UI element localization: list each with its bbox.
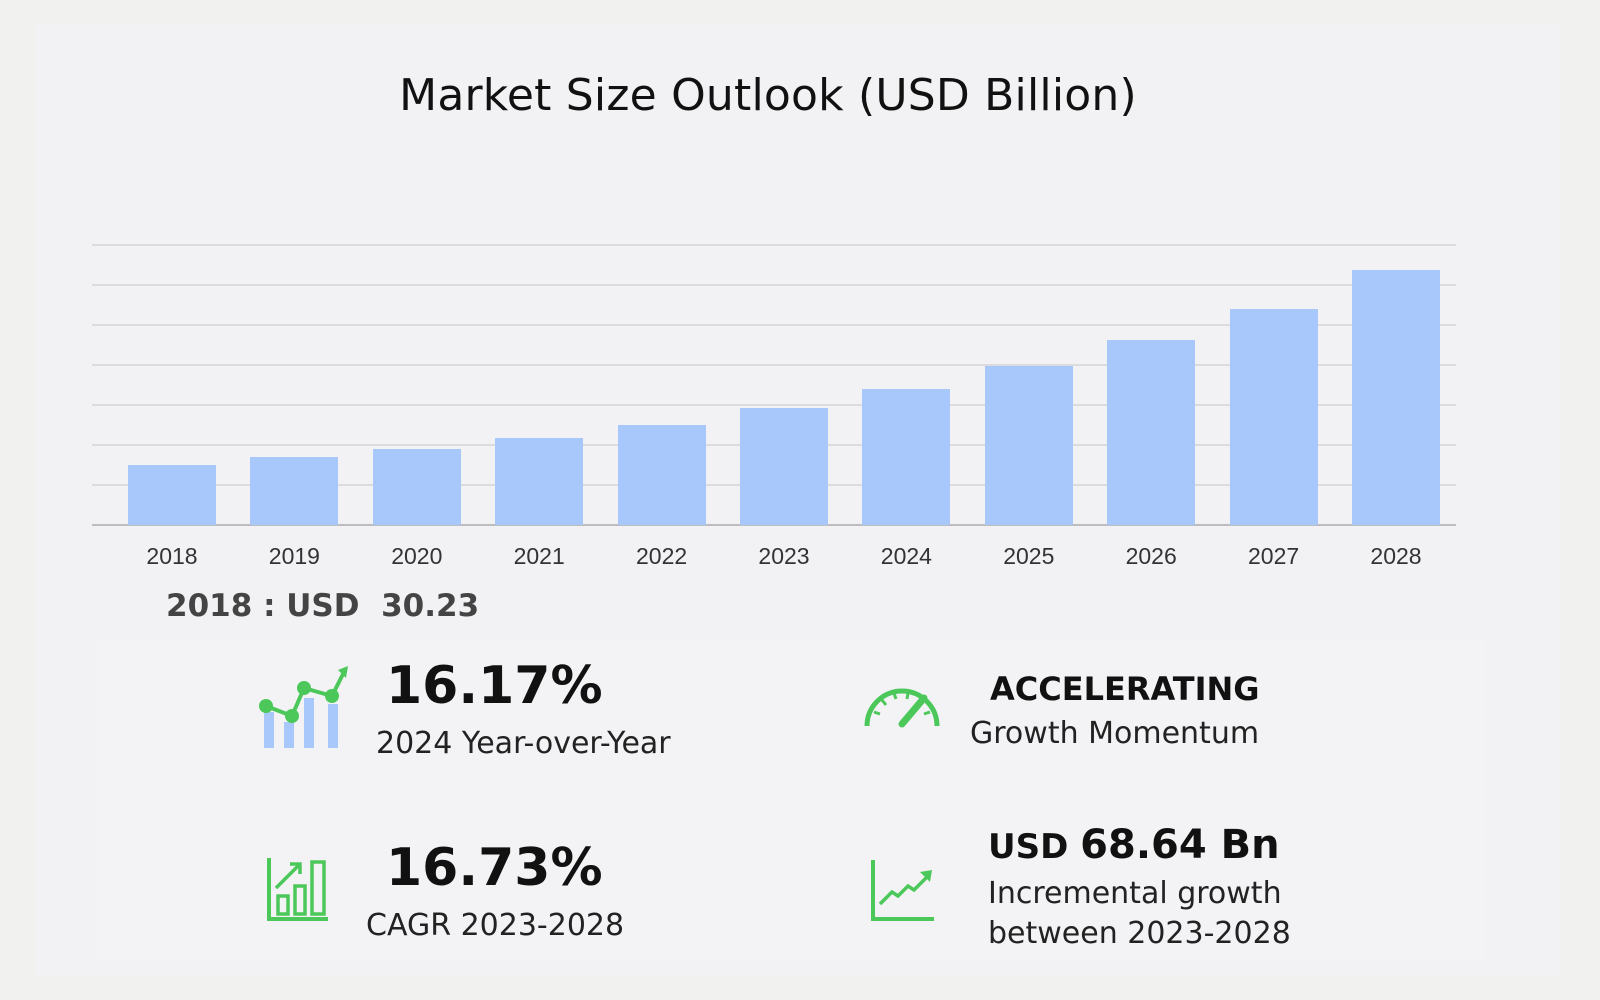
x-tick-label: 2025 bbox=[1003, 543, 1055, 569]
bar-2027 bbox=[1229, 309, 1318, 525]
gridline bbox=[92, 404, 1456, 406]
x-tick-label: 2019 bbox=[268, 543, 320, 569]
x-tick-label: 2021 bbox=[513, 543, 565, 569]
bar-2020 bbox=[372, 448, 461, 525]
x-tick-label: 2022 bbox=[636, 543, 688, 569]
speedometer-icon bbox=[864, 688, 940, 728]
incremental-amount: 68.64 Bn bbox=[1080, 822, 1280, 868]
bar-2019 bbox=[250, 456, 339, 525]
cagr-value: 16.73% bbox=[386, 838, 603, 898]
x-tick-label: 2024 bbox=[880, 543, 932, 569]
bar-2026 bbox=[1107, 340, 1196, 525]
incremental-prefix: USD bbox=[988, 827, 1081, 867]
incremental-label-1: Incremental growth bbox=[988, 876, 1282, 911]
bar-2024 bbox=[862, 388, 951, 525]
bar-chart: 2018 2019 2020 2021 2022 2023 2024 2025 2026 2027… bbox=[92, 240, 1456, 570]
momentum-label: Growth Momentum bbox=[970, 716, 1260, 751]
x-tick-label: 2020 bbox=[391, 543, 443, 569]
bar-2021 bbox=[495, 437, 584, 525]
first-year-value: 2018 : USD 30.23 bbox=[166, 588, 480, 624]
x-axis-line bbox=[92, 524, 1456, 526]
x-tick-label: 2018 bbox=[146, 543, 198, 569]
incremental-value: USD 68.64 Bn bbox=[988, 822, 1280, 868]
line-bar-growth-icon bbox=[259, 666, 348, 748]
bar-2028 bbox=[1352, 270, 1440, 525]
yoy-label: 2024 Year-over-Year bbox=[376, 726, 671, 761]
cagr-label: CAGR 2023-2028 bbox=[366, 908, 625, 943]
x-tick-label: 2028 bbox=[1370, 543, 1422, 569]
gridline bbox=[92, 324, 1456, 326]
chart-title: Market Size Outlook (USD Billion) bbox=[399, 70, 1137, 121]
gridline bbox=[92, 364, 1456, 366]
bar-2025 bbox=[984, 366, 1073, 525]
x-tick-label: 2027 bbox=[1248, 543, 1300, 569]
bar-2023 bbox=[740, 407, 828, 525]
bar-chart-arrow-icon bbox=[267, 858, 328, 921]
x-tick-label: 2023 bbox=[758, 543, 810, 569]
trend-line-icon bbox=[871, 860, 934, 921]
bar-2018 bbox=[128, 464, 216, 525]
yoy-value: 16.17% bbox=[386, 656, 603, 716]
momentum-value: ACCELERATING bbox=[990, 670, 1260, 708]
bar-2022 bbox=[617, 424, 706, 525]
x-tick-label: 2026 bbox=[1125, 543, 1177, 569]
incremental-label-2: between 2023-2028 bbox=[988, 916, 1291, 951]
gridline bbox=[92, 284, 1456, 286]
gridline bbox=[92, 244, 1456, 246]
